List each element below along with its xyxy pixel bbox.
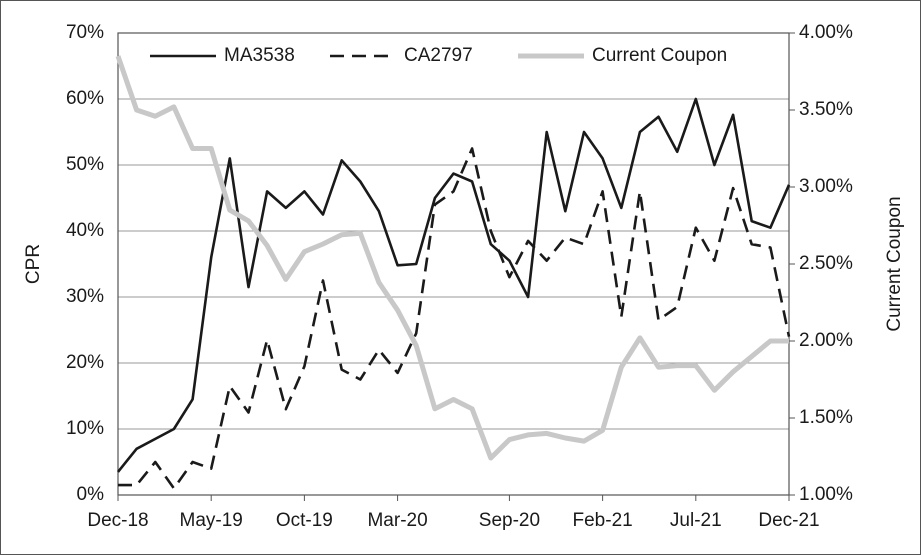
y-tick-label: 50% (66, 154, 104, 175)
x-tick-label: Dec-21 (758, 510, 819, 531)
y-tick-label: 70% (66, 22, 104, 43)
plot-border (117, 32, 790, 496)
y2-tick-label: 1.00% (799, 484, 853, 505)
x-tick-label: Dec-18 (87, 510, 148, 531)
y-tick-label: 30% (66, 286, 104, 307)
x-tick-label: Jul-21 (670, 510, 722, 531)
x-tick-label: Mar-20 (367, 510, 427, 531)
y2-tick-label: 2.50% (799, 253, 853, 274)
y2-axis-label: Current Coupon (884, 196, 905, 331)
series-line (118, 147, 791, 490)
y2-tick-label: 3.00% (799, 176, 853, 197)
y-tick-label: 10% (66, 418, 104, 439)
y2-tick-label: 3.50% (799, 99, 853, 120)
x-tick-label: Feb-21 (573, 510, 633, 531)
legend-label: MA3538 (224, 45, 295, 66)
legend-label: Current Coupon (592, 45, 727, 66)
x-tick-label: Sep-20 (479, 510, 540, 531)
legend-label: CA2797 (404, 45, 473, 66)
y2-tick-label: 4.00% (799, 22, 853, 43)
x-tick-label: May-19 (180, 510, 243, 531)
x-tick-label: Oct-19 (276, 510, 333, 531)
series-line (116, 97, 791, 473)
y-tick-label: 40% (66, 220, 104, 241)
y-axis-label: CPR (23, 244, 44, 284)
series-line (115, 55, 789, 461)
y-tick-label: 0% (77, 484, 105, 505)
y-tick-label: 20% (66, 352, 104, 373)
y-tick-label: 60% (66, 88, 104, 109)
y2-tick-label: 2.00% (799, 330, 853, 351)
y2-tick-label: 1.50% (799, 407, 853, 428)
